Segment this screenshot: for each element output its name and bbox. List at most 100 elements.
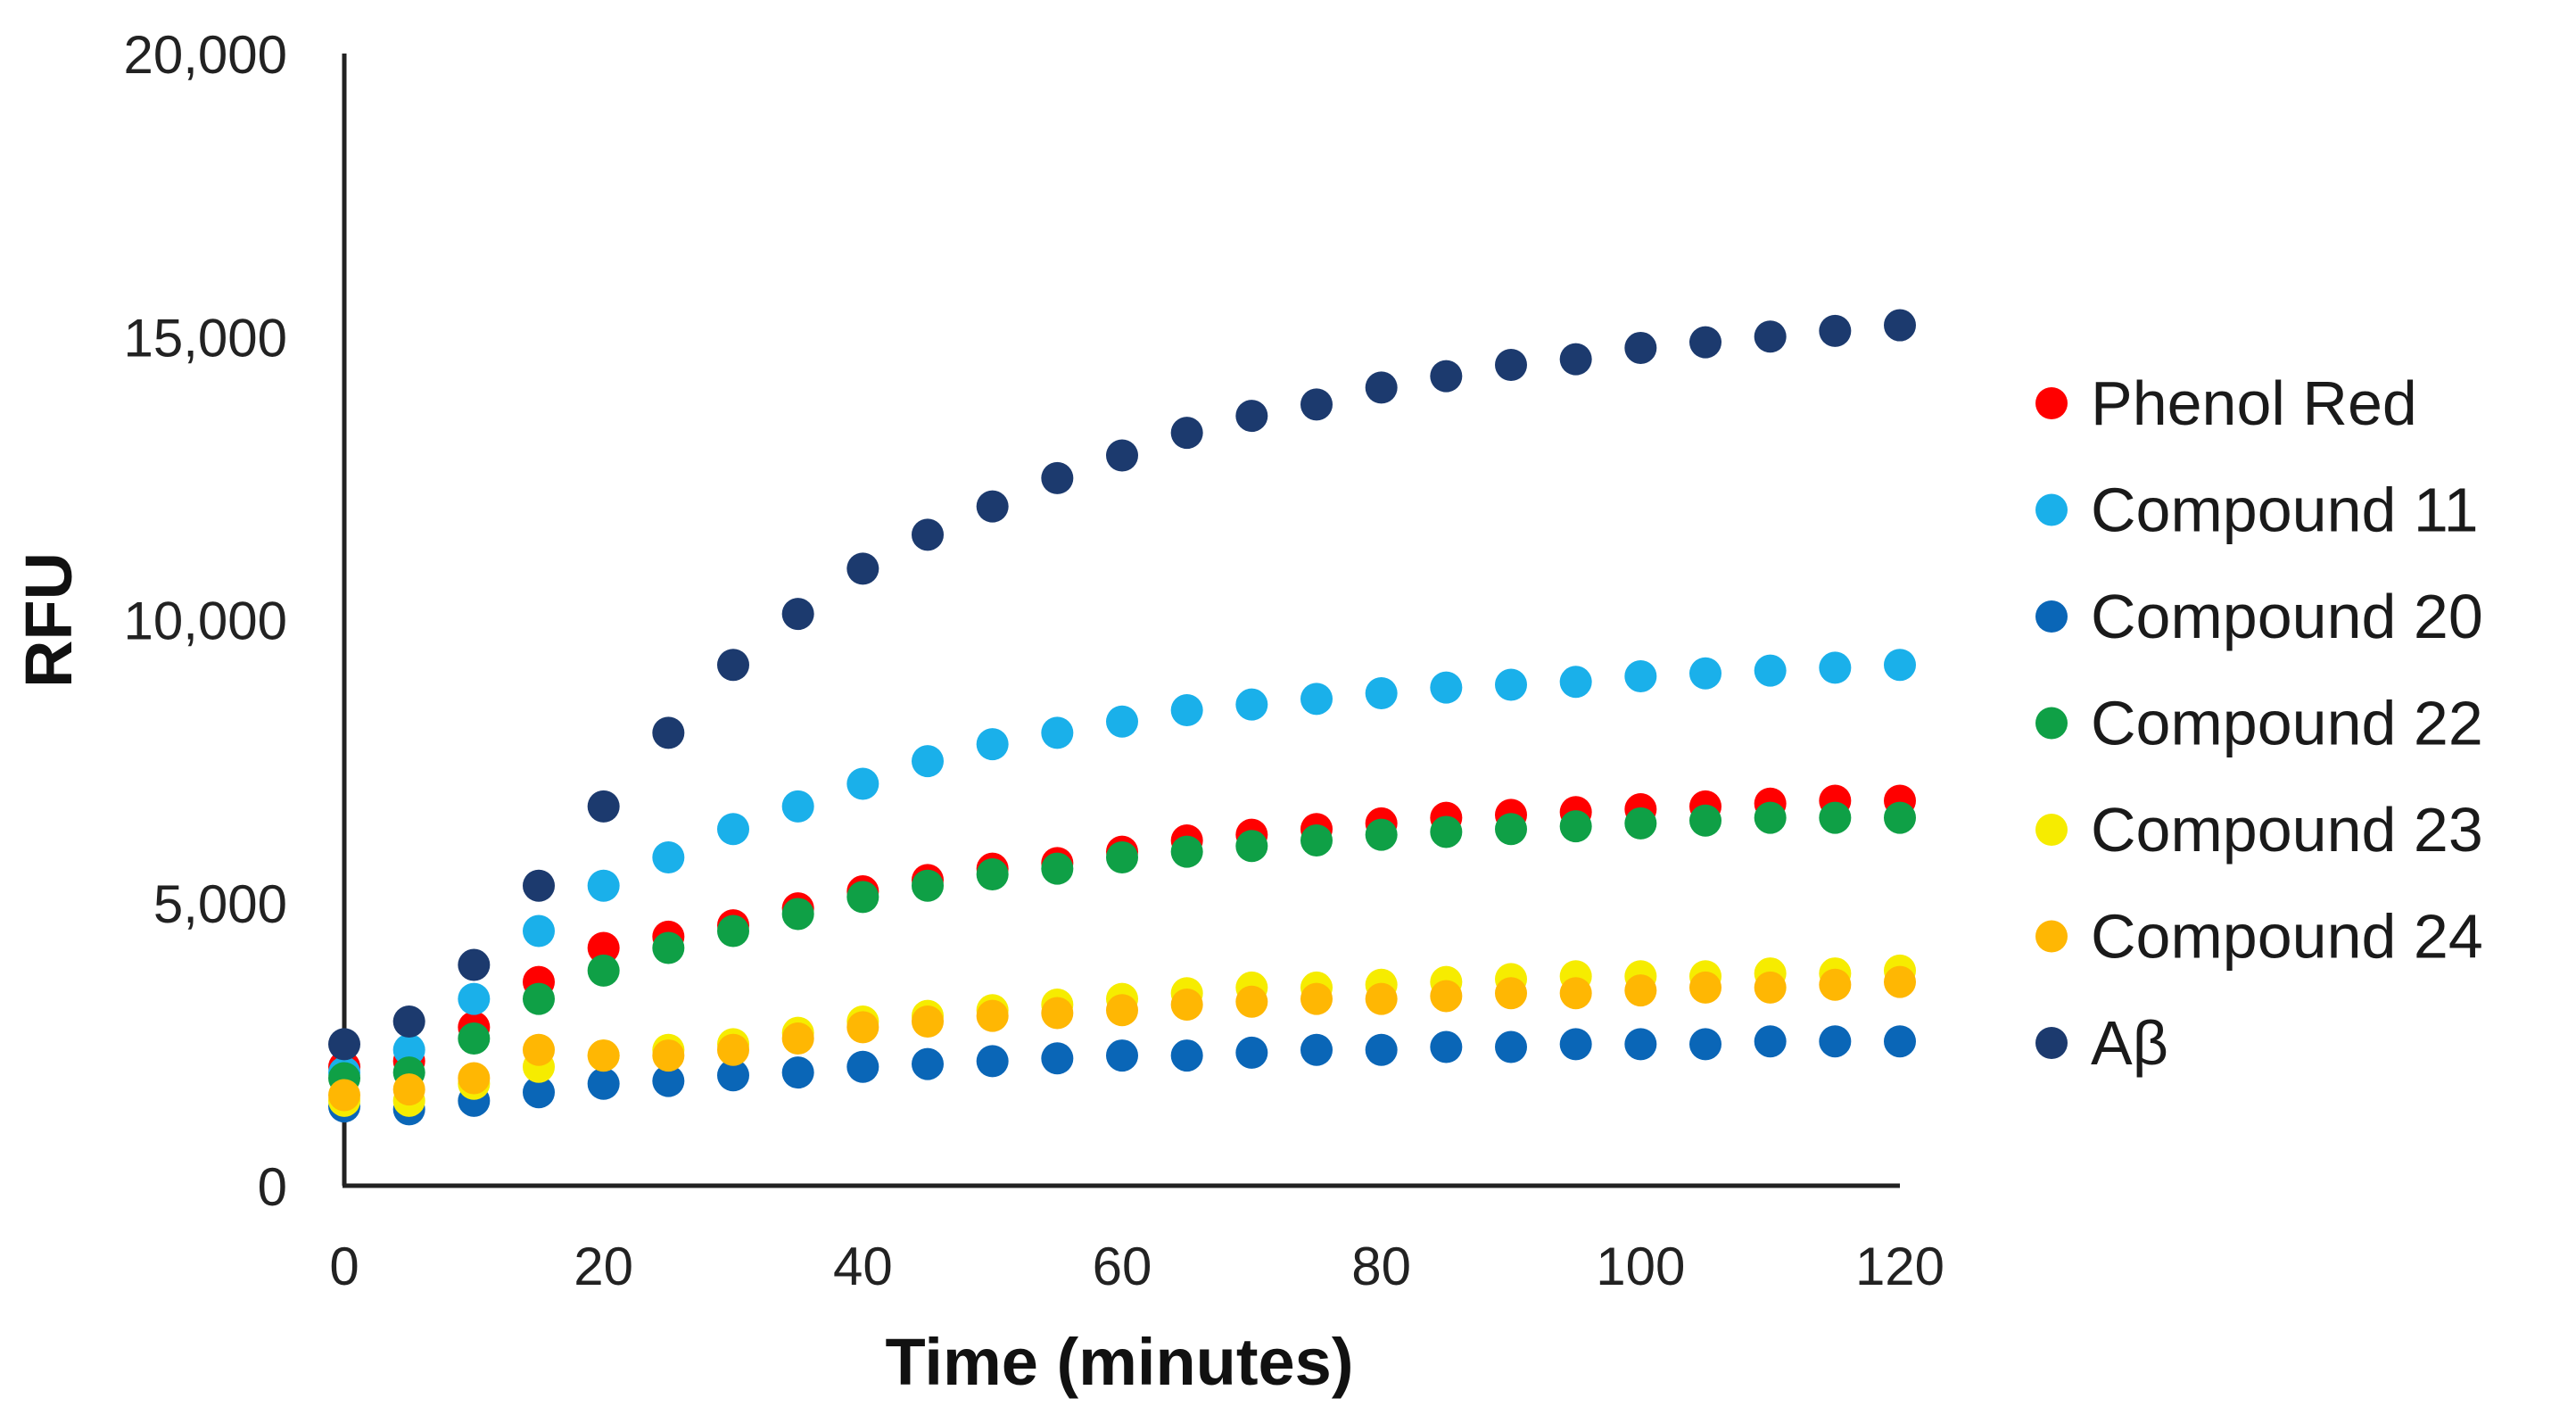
data-point [1624,1028,1657,1061]
data-point [523,1076,555,1109]
data-point [976,1045,1009,1078]
series-compound-23 [328,954,1916,1117]
data-point [1884,649,1916,682]
data-point [458,948,491,981]
data-point [912,1005,944,1038]
data-point [717,914,749,947]
x-tick-label: 0 [329,1237,359,1296]
data-point [1106,994,1138,1027]
legend-marker [2035,493,2068,526]
data-point [1170,835,1203,868]
series-compound-24 [328,965,1916,1112]
legend-marker [2035,387,2068,419]
legend-label: Compound 20 [2091,582,2483,651]
data-point [912,869,944,902]
legend-label: Compound 11 [2091,476,2479,545]
legend-marker [2035,814,2068,846]
data-point [392,1073,425,1106]
data-point [1495,977,1527,1010]
data-point [1884,1025,1916,1058]
data-point [392,1005,425,1038]
legend-marker [2035,600,2068,633]
x-tick-label: 60 [1093,1237,1152,1296]
data-point [587,954,620,987]
y-tick-label: 20,000 [123,25,287,85]
data-point [1819,968,1852,1001]
data-point [1041,461,1074,494]
data-point [1495,1030,1527,1063]
data-point [1041,852,1074,885]
data-point [1106,705,1138,738]
data-point [1300,823,1333,856]
data-point [1235,400,1268,433]
data-point [846,552,879,585]
data-point [717,1033,749,1066]
data-point [1884,309,1916,342]
legend-marker [2035,707,2068,740]
data-point [846,767,879,800]
data-point [1235,1036,1268,1069]
legend-marker [2035,1027,2068,1059]
data-point [1884,801,1916,834]
data-point [1235,688,1268,721]
data-point [1300,982,1333,1015]
y-tick-labels: 0 5,000 10,000 15,000 20,000 [123,25,287,1217]
data-point [781,598,814,631]
data-point [846,1011,879,1044]
data-point [1754,801,1787,834]
legend-label: Compound 23 [2091,795,2483,865]
data-point [976,858,1009,891]
y-tick-label: 15,000 [123,308,287,368]
series-a- [328,309,1916,1061]
data-point [1170,417,1203,450]
legend-marker [2035,920,2068,953]
data-point [717,813,749,846]
data-point [1430,980,1463,1013]
data-point [1754,971,1787,1004]
x-tick-labels: 0 20 40 60 80 100 120 [329,1237,1944,1296]
data-point [1300,1033,1333,1066]
y-tick-label: 10,000 [123,592,287,651]
data-point [1235,830,1268,863]
data-point [1300,388,1333,421]
legend-label: Compound 24 [2091,902,2483,972]
series-compound-22 [328,801,1916,1095]
data-point [587,931,620,964]
data-point [781,898,814,931]
data-point [392,1033,425,1066]
legend-label: Phenol Red [2091,368,2417,438]
data-point [652,716,685,749]
x-tick-label: 80 [1351,1237,1411,1296]
data-point [458,982,491,1015]
data-point [458,1022,491,1055]
legend-label: Compound 22 [2091,689,2483,758]
data-point [1624,331,1657,364]
data-point [1819,314,1852,347]
data-point [912,745,944,778]
data-point [652,840,685,873]
data-point [846,881,879,914]
x-axis-title: Time (minutes) [886,1325,1354,1399]
x-tick-label: 20 [574,1237,633,1296]
data-point [976,728,1009,761]
data-point [1559,1028,1592,1061]
data-point [781,790,814,823]
x-tick-label: 40 [833,1237,893,1296]
data-point [1495,668,1527,701]
data-point [587,1039,620,1072]
data-point [587,1067,620,1100]
data-point [1430,1030,1463,1063]
data-point [1884,965,1916,998]
y-axis-title: RFU [12,552,86,688]
data-point [652,931,685,964]
data-point [328,1079,360,1112]
data-point [458,1062,491,1095]
data-point [912,518,944,551]
data-point [652,1039,685,1072]
data-point [976,999,1009,1032]
data-point [781,1056,814,1089]
data-point [1235,985,1268,1018]
x-tick-label: 120 [1855,1237,1944,1296]
data-point [1365,818,1398,851]
